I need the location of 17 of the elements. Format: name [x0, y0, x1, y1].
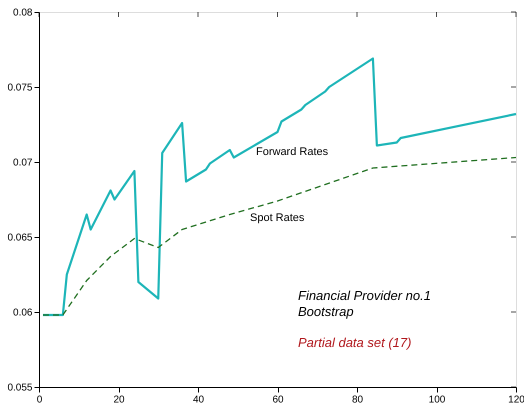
y-tick-label: 0.08 — [13, 8, 33, 18]
annotation: Financial Provider no.1 — [298, 288, 431, 303]
y-tick-label: 0.07 — [13, 158, 33, 168]
y-tick-label: 0.065 — [7, 232, 33, 244]
series-label: Forward Rates — [256, 146, 329, 158]
x-tick-label: 0 — [36, 394, 43, 405]
x-tick-label: 100 — [428, 394, 446, 405]
y-tick-label: 0.06 — [13, 308, 33, 318]
series-label: Spot Rates — [250, 212, 305, 224]
x-tick-label: 60 — [272, 394, 284, 405]
x-tick-label: 80 — [352, 394, 364, 405]
x-tick-label: 40 — [192, 394, 204, 405]
annotation: Bootstrap — [298, 304, 354, 319]
x-tick-label: 20 — [113, 394, 125, 405]
y-tick-label: 0.075 — [7, 82, 33, 94]
annotation: Partial data set (17) — [298, 335, 412, 350]
y-tick-label: 0.055 — [7, 382, 33, 394]
